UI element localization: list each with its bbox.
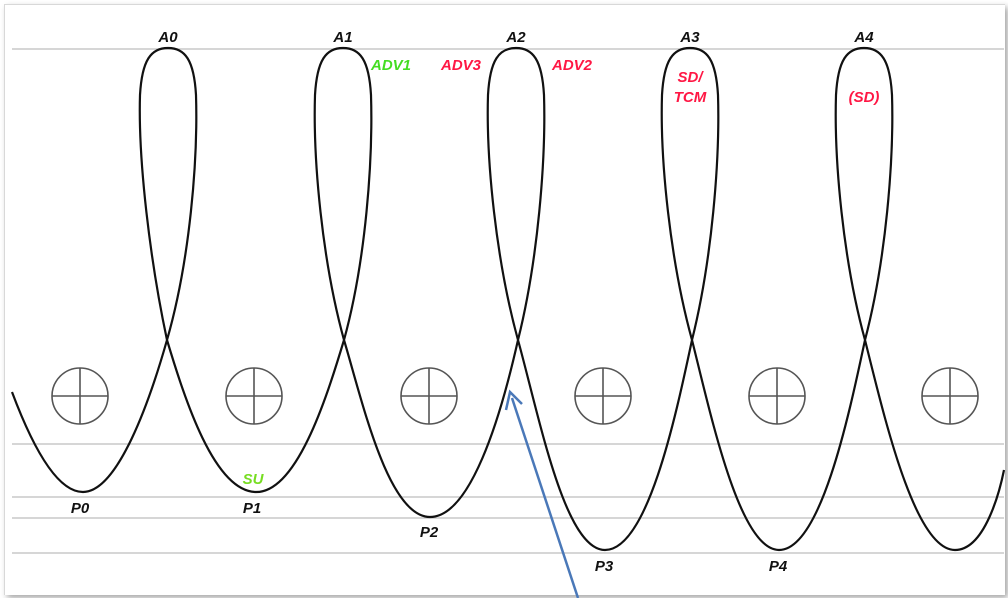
- maneuver-annotations: SU ADV1 ADV3 ADV2 SD/ TCM (SD): [243, 57, 880, 488]
- perigee-label-p2: P2: [420, 524, 439, 541]
- perigee-label-p1: P1: [243, 500, 261, 517]
- annotation-adv2: ADV2: [551, 57, 593, 74]
- perigee-label-p3: P3: [595, 558, 614, 575]
- earth-crosshair-icon: [748, 367, 806, 425]
- orbit-track-curve: [10, 46, 1006, 552]
- apogee-label-a1: A1: [332, 29, 352, 46]
- earth-crosshair-icon: [921, 367, 979, 425]
- annotation-su: SU: [243, 471, 265, 488]
- perigee-label-p0: P0: [71, 500, 90, 517]
- annotation-sd: SD/: [677, 69, 704, 86]
- annotation-sd-paren: (SD): [849, 89, 880, 106]
- apogee-label-a4: A4: [853, 29, 874, 46]
- annotation-tcm: TCM: [674, 89, 707, 106]
- perigee-labels: P0 P1 P2 P3 P4: [71, 500, 788, 575]
- earth-crosshair-icon: [574, 367, 632, 425]
- earth-symbols: [51, 367, 979, 425]
- apogee-label-a3: A3: [679, 29, 700, 46]
- annotation-adv1: ADV1: [370, 57, 411, 74]
- earth-crosshair-icon: [51, 367, 109, 425]
- earth-crosshair-icon: [400, 367, 458, 425]
- apogee-labels: A0 A1 A2 A3 A4: [157, 29, 874, 46]
- earth-crosshair-icon: [225, 367, 283, 425]
- annotation-adv3: ADV3: [440, 57, 482, 74]
- perigee-label-p4: P4: [769, 558, 788, 575]
- arrow-icon: [504, 389, 580, 598]
- apogee-label-a0: A0: [157, 29, 178, 46]
- apogee-label-a2: A2: [505, 29, 526, 46]
